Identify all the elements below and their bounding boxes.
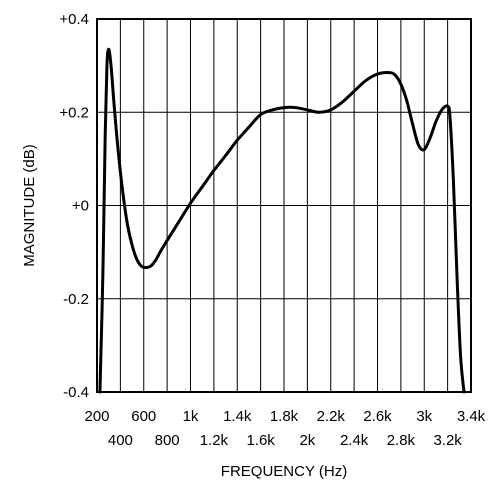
x-tick-label: 1.4k <box>223 408 252 425</box>
x-tick-label: 2.2k <box>317 408 346 425</box>
x-tick-label: 200 <box>84 408 109 425</box>
x-tick-label: 1k <box>183 408 199 425</box>
plot-frame <box>96 18 472 393</box>
x-tick-label: 1.2k <box>200 432 229 449</box>
y-tick-label: -0.4 <box>63 384 89 401</box>
magnitude-curve <box>98 47 466 394</box>
x-tick-label: 2.6k <box>363 408 392 425</box>
x-tick-label: 1.8k <box>270 408 299 425</box>
y-tick-label: -0.2 <box>63 291 89 308</box>
y-tick-label: +0 <box>72 198 89 215</box>
y-tick-labels: -0.4 -0.2 +0 +0.2 +0.4 <box>59 11 89 401</box>
x-tick-label: 3.2k <box>433 432 462 449</box>
y-axis-title: MAGNITUDE (dB) <box>21 144 38 267</box>
x-tick-label: 600 <box>131 408 156 425</box>
x-tick-label: 2.4k <box>340 432 369 449</box>
x-tick-label: 1.6k <box>246 432 275 449</box>
x-tick-label: 2k <box>299 432 315 449</box>
y-tick-label: +0.2 <box>59 104 89 121</box>
x-tick-label: 400 <box>108 432 133 449</box>
x-tick-label: 2.8k <box>387 432 416 449</box>
x-axis-title: FREQUENCY (Hz) <box>221 463 347 480</box>
grid-lines <box>96 18 472 393</box>
x-tick-label: 800 <box>155 432 180 449</box>
x-tick-label: 3.4k <box>457 408 486 425</box>
y-tick-label: +0.4 <box>59 11 89 28</box>
x-tick-label: 3k <box>416 408 432 425</box>
